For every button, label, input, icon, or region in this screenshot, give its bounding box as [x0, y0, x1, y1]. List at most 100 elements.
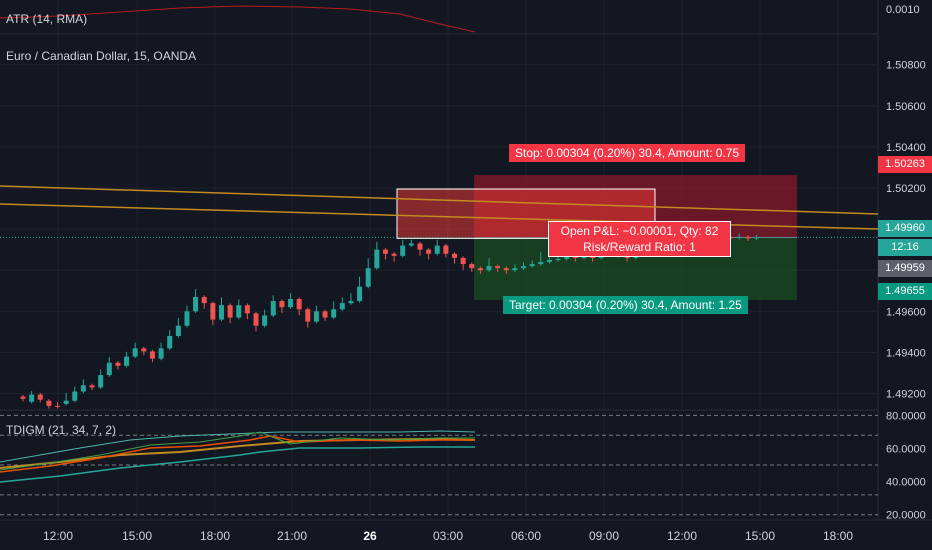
candle-body [365, 268, 371, 287]
candle-body [400, 245, 406, 256]
candle-body [63, 400, 69, 404]
candle-body [443, 245, 449, 254]
candle-body [555, 258, 561, 260]
osc-tick: 40.0000 [886, 477, 926, 489]
candle-body [503, 268, 509, 271]
atr-line [0, 5, 476, 33]
candle-body [132, 348, 138, 357]
tdigm-title: TDIGM (21, 34, 7, 2) [6, 423, 117, 437]
candle-body [89, 385, 95, 388]
time-tick: 12:00 [43, 529, 73, 543]
candle-body [253, 313, 259, 326]
candle-body [408, 243, 414, 246]
osc-tick: 60.0000 [886, 443, 926, 455]
time-tick: 12:00 [667, 529, 697, 543]
candle-body [158, 348, 164, 359]
osc-tick: 20.0000 [886, 510, 926, 522]
pnl-label[interactable]: Open P&L: −0.00001, Qty: 82 Risk/Reward … [548, 221, 731, 257]
time-tick: 18:00 [200, 529, 230, 543]
osc-line-1 [0, 446, 475, 483]
candle-body [538, 262, 544, 265]
candle-body [434, 245, 440, 254]
osc-line-0 [0, 437, 476, 469]
price-tick: 1.50800 [886, 60, 926, 72]
atr-tick: 0.0010 [886, 4, 920, 16]
candle-body [149, 351, 155, 359]
time-tick: 06:00 [511, 529, 541, 543]
candle-body [124, 356, 130, 366]
stop-label[interactable]: Stop: 0.00304 (0.20%) 30.4, Amount: 0.75 [509, 144, 746, 162]
candle-body [460, 257, 466, 265]
osc-line-4 [0, 431, 475, 471]
time-tick: 21:00 [277, 529, 307, 543]
time-tick: 15:00 [122, 529, 152, 543]
candle-body [452, 253, 457, 258]
time-axis[interactable]: 12:00 15:00 18:00 21:00 26 03:00 06:00 09:00 12:… [43, 529, 853, 543]
candle-body [20, 396, 26, 399]
price-tick: 1.50400 [886, 142, 926, 154]
candle-body [529, 264, 535, 267]
time-tick: 03:00 [433, 529, 463, 543]
candle-body [98, 375, 104, 388]
tdigm-pane [0, 414, 878, 516]
candle-body [469, 264, 475, 269]
candle-body [270, 301, 276, 316]
stop-price-tag: 1.50263 [878, 156, 932, 173]
candle-body [322, 311, 328, 318]
candle-body [331, 309, 337, 318]
atr-pane: 0.0010 [0, 4, 920, 33]
candle-body [382, 249, 388, 254]
candle-body [279, 301, 285, 308]
time-tick: 09:00 [589, 529, 619, 543]
candle-body [236, 305, 242, 318]
candle-body [37, 394, 43, 400]
candle-body [417, 243, 423, 250]
entry-price-tag: 1.49959 [878, 260, 932, 277]
current-price-tag: 1.49960 [878, 220, 932, 237]
osc-line-2 [0, 430, 476, 463]
price-tick: 1.49200 [886, 389, 926, 401]
candle-body [391, 253, 397, 256]
candle-body [201, 296, 207, 304]
candle-body [305, 309, 311, 322]
time-tick: 15:00 [745, 529, 775, 543]
candle-body [754, 237, 760, 239]
pnl-line-2: Risk/Reward Ratio: 1 [583, 240, 696, 254]
candle-body [218, 305, 224, 320]
price-tick: 1.50200 [886, 183, 926, 195]
time-tick: 18:00 [823, 529, 853, 543]
trend-line-lower [0, 203, 879, 230]
countdown-tag: 12:16 [878, 239, 932, 256]
target-label[interactable]: Target: 0.00304 (0.20%) 30.4, Amount: 1.… [503, 296, 748, 314]
candle-body [736, 236, 742, 238]
candle-body [486, 266, 492, 271]
candle-body [348, 301, 354, 304]
candle-body [46, 400, 52, 406]
candle-body [262, 315, 268, 326]
candle-body [244, 305, 250, 314]
candle-body [29, 394, 35, 402]
trend-lines[interactable] [0, 185, 879, 238]
candle-body [495, 266, 501, 269]
candle-body [521, 266, 527, 269]
atr-title: ATR (14, RMA) [6, 12, 88, 26]
candle-body [564, 255, 570, 259]
candle-body [227, 305, 233, 318]
target-price-tag: 1.49655 [878, 283, 932, 300]
candle-body [426, 249, 432, 254]
price-tick: 1.49400 [886, 347, 926, 359]
osc-tick: 80.0000 [886, 410, 926, 422]
candle-body [175, 325, 181, 336]
candle-body [313, 311, 319, 322]
candle-body [80, 385, 86, 392]
candle-body [339, 303, 345, 310]
time-tick: 26 [363, 529, 377, 543]
candle-body [477, 268, 483, 271]
candle-body [184, 311, 190, 326]
candle-body [210, 303, 216, 320]
candle-body [357, 286, 363, 302]
candle-body [288, 299, 294, 308]
osc-line-3 [0, 435, 475, 473]
candle-body [745, 236, 751, 239]
